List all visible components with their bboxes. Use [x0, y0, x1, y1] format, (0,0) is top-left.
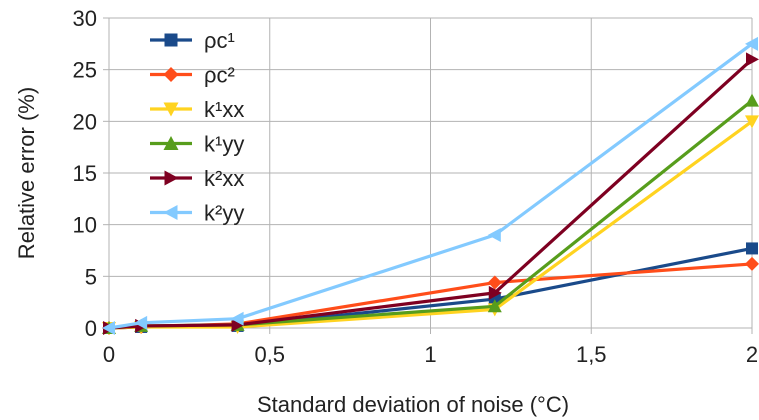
- data-point: [230, 311, 244, 326]
- data-point: [487, 299, 502, 313]
- x-axis-label: Standard deviation of noise (°C): [257, 392, 569, 417]
- x-tick-label: 1: [424, 342, 436, 367]
- legend-label: k¹xx: [204, 97, 244, 122]
- legend-label: k²xx: [204, 166, 244, 191]
- legend-label: k¹yy: [204, 132, 244, 157]
- legend-swatch-marker: [164, 170, 179, 186]
- legend-item: k¹yy: [150, 132, 244, 157]
- x-axis-ticks: 0 0,5 1 1,5 2: [103, 342, 758, 367]
- x-tick-label: 0,5: [254, 342, 285, 367]
- series-group: [102, 36, 758, 335]
- y-tick-label: 0: [85, 316, 97, 341]
- legend-swatch-marker: [164, 33, 178, 47]
- grid-lines: [103, 17, 753, 334]
- legend-swatch-marker: [163, 102, 179, 117]
- y-tick-label: 15: [73, 161, 97, 186]
- legend-item: k²xx: [150, 166, 244, 191]
- data-point: [745, 36, 758, 51]
- x-tick-label: 0: [103, 342, 115, 367]
- y-axis-ticks: 0 5 10 15 20 25 30: [73, 6, 97, 341]
- x-tick-label: 2: [746, 342, 758, 367]
- legend-item: k²yy: [150, 201, 244, 226]
- data-point: [746, 52, 759, 67]
- legend: ρc¹ ρc² k¹xx k¹yy k²xx k²yy: [150, 28, 244, 226]
- y-tick-label: 5: [85, 264, 97, 289]
- data-point: [745, 93, 759, 107]
- series-group: [103, 52, 759, 335]
- y-tick-label: 20: [73, 109, 97, 134]
- x-tick-label: 1,5: [576, 342, 607, 367]
- y-tick-label: 30: [73, 6, 97, 31]
- data-point: [134, 315, 148, 330]
- data-point: [231, 317, 245, 332]
- legend-label: ρc²: [204, 63, 235, 88]
- data-point: [745, 115, 759, 129]
- legend-item: ρc²: [150, 63, 235, 88]
- data-point: [487, 228, 501, 242]
- legend-swatch-marker: [163, 205, 178, 220]
- legend-label: k²yy: [204, 201, 244, 226]
- legend-item: ρc¹: [150, 28, 235, 53]
- y-axis-label: Relative error (%): [14, 87, 39, 259]
- y-tick-label: 25: [73, 58, 97, 83]
- y-tick-label: 10: [73, 213, 97, 238]
- data-point: [745, 256, 759, 271]
- legend-swatch-marker: [163, 67, 179, 82]
- plot-series: [102, 36, 759, 335]
- data-point: [487, 275, 502, 290]
- data-point: [102, 321, 115, 335]
- legend-swatch-marker: [163, 136, 179, 150]
- data-point: [488, 285, 502, 300]
- data-point: [746, 242, 758, 255]
- legend-label: ρc¹: [204, 28, 235, 53]
- legend-item: k¹xx: [150, 97, 244, 122]
